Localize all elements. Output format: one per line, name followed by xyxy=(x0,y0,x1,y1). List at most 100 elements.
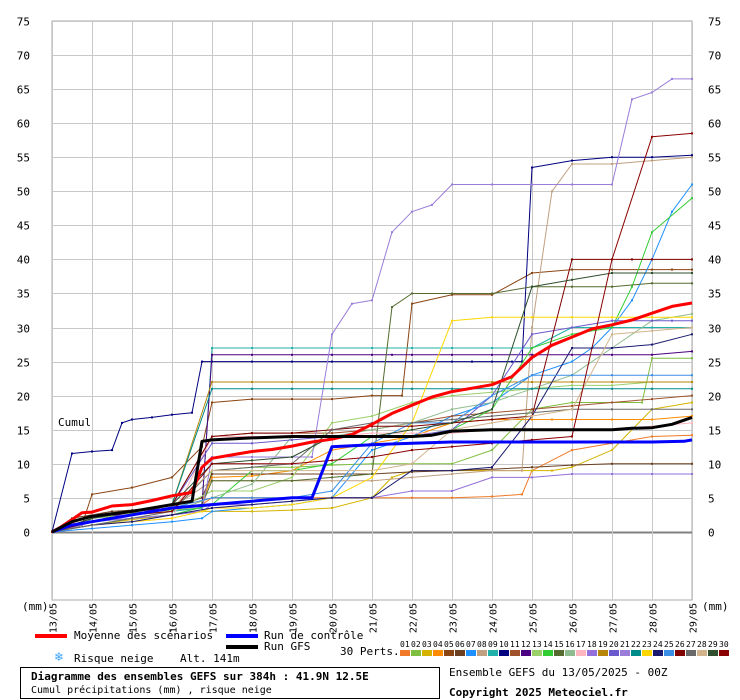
data-point xyxy=(331,381,333,383)
data-point xyxy=(571,333,573,336)
chart-grid xyxy=(51,20,693,601)
data-point xyxy=(571,466,573,469)
pert-color-swatch xyxy=(675,650,685,656)
data-point xyxy=(611,381,613,383)
data-point xyxy=(171,517,173,520)
data-point xyxy=(451,292,453,295)
data-point xyxy=(251,459,253,462)
data-point xyxy=(331,428,333,431)
data-point xyxy=(531,316,533,319)
data-point xyxy=(411,470,413,473)
data-point xyxy=(451,445,453,448)
data-point xyxy=(371,432,373,435)
data-point xyxy=(531,438,533,441)
data-point xyxy=(491,381,493,383)
pert-number: 30 xyxy=(719,640,729,649)
data-point xyxy=(251,507,253,509)
data-point xyxy=(211,479,213,482)
series-line-control xyxy=(51,438,693,534)
data-point xyxy=(611,401,613,404)
data-point xyxy=(651,343,653,346)
data-point xyxy=(651,357,653,360)
legend-mean-swatch xyxy=(35,634,67,638)
data-point xyxy=(531,183,533,186)
y-tick-label-right: 65 xyxy=(708,84,721,97)
pert-color-swatch xyxy=(565,650,575,656)
data-point xyxy=(691,387,693,390)
pert-number: 25 xyxy=(664,640,674,649)
pert-color-swatch xyxy=(554,650,564,656)
data-point xyxy=(691,394,693,397)
data-point xyxy=(211,401,213,404)
data-point xyxy=(251,466,253,469)
x-tick-label: 24/05 xyxy=(489,603,500,633)
data-point xyxy=(331,496,333,499)
data-point xyxy=(451,381,453,383)
data-point xyxy=(571,183,573,186)
data-point xyxy=(691,197,693,200)
data-point xyxy=(411,476,413,479)
data-point xyxy=(451,490,453,492)
data-point xyxy=(291,387,293,390)
data-point xyxy=(451,347,453,349)
y-tick-label-right: 5 xyxy=(708,493,715,506)
data-point xyxy=(531,285,533,288)
series-line-gfs xyxy=(51,415,693,534)
data-point xyxy=(171,413,173,416)
data-point xyxy=(611,319,613,322)
data-point xyxy=(611,473,613,475)
data-point xyxy=(171,520,173,523)
series-line-member-06 xyxy=(51,463,692,533)
data-point xyxy=(191,411,193,414)
y-tick-label-left: 60 xyxy=(17,118,30,131)
data-point xyxy=(631,299,633,302)
data-point xyxy=(371,496,373,499)
pert-number: 14 xyxy=(543,640,553,649)
data-point xyxy=(631,98,633,101)
data-point xyxy=(371,387,373,390)
data-point xyxy=(251,496,253,499)
data-point xyxy=(651,159,653,162)
data-point xyxy=(491,353,493,356)
data-point xyxy=(331,464,333,467)
pert-number: 04 xyxy=(433,640,443,649)
pert-color-swatch xyxy=(510,650,520,656)
data-point xyxy=(411,449,413,452)
data-point xyxy=(491,495,493,498)
data-point xyxy=(651,408,653,411)
data-point xyxy=(331,398,333,401)
data-point xyxy=(131,524,133,527)
data-point xyxy=(691,272,693,274)
data-point xyxy=(571,435,573,438)
data-point xyxy=(131,418,133,421)
y-tick-label-right: 20 xyxy=(708,391,721,404)
pert-color-swatch xyxy=(488,650,498,656)
data-point xyxy=(691,183,693,186)
series-line-member-10 xyxy=(51,154,693,533)
pert-color-swatch xyxy=(609,650,619,656)
data-point xyxy=(171,476,173,479)
data-point xyxy=(291,473,293,475)
data-point xyxy=(571,387,573,390)
pert-color-swatch xyxy=(411,650,421,656)
pert-color-swatch xyxy=(653,650,663,656)
data-point xyxy=(531,353,533,356)
data-point xyxy=(211,490,213,492)
data-point xyxy=(251,490,253,492)
data-point xyxy=(431,203,433,206)
data-point xyxy=(251,381,253,383)
data-point xyxy=(571,326,573,329)
data-point xyxy=(651,418,653,421)
data-point xyxy=(691,312,693,315)
data-point xyxy=(251,347,253,349)
data-point xyxy=(211,510,213,513)
data-point xyxy=(391,353,393,356)
legend-snow-label: Risque neige xyxy=(74,652,154,665)
pert-number: 23 xyxy=(642,640,652,649)
data-point xyxy=(291,500,293,503)
data-point xyxy=(251,432,253,435)
data-point xyxy=(291,432,293,435)
data-point xyxy=(251,398,253,401)
data-point xyxy=(611,384,613,387)
